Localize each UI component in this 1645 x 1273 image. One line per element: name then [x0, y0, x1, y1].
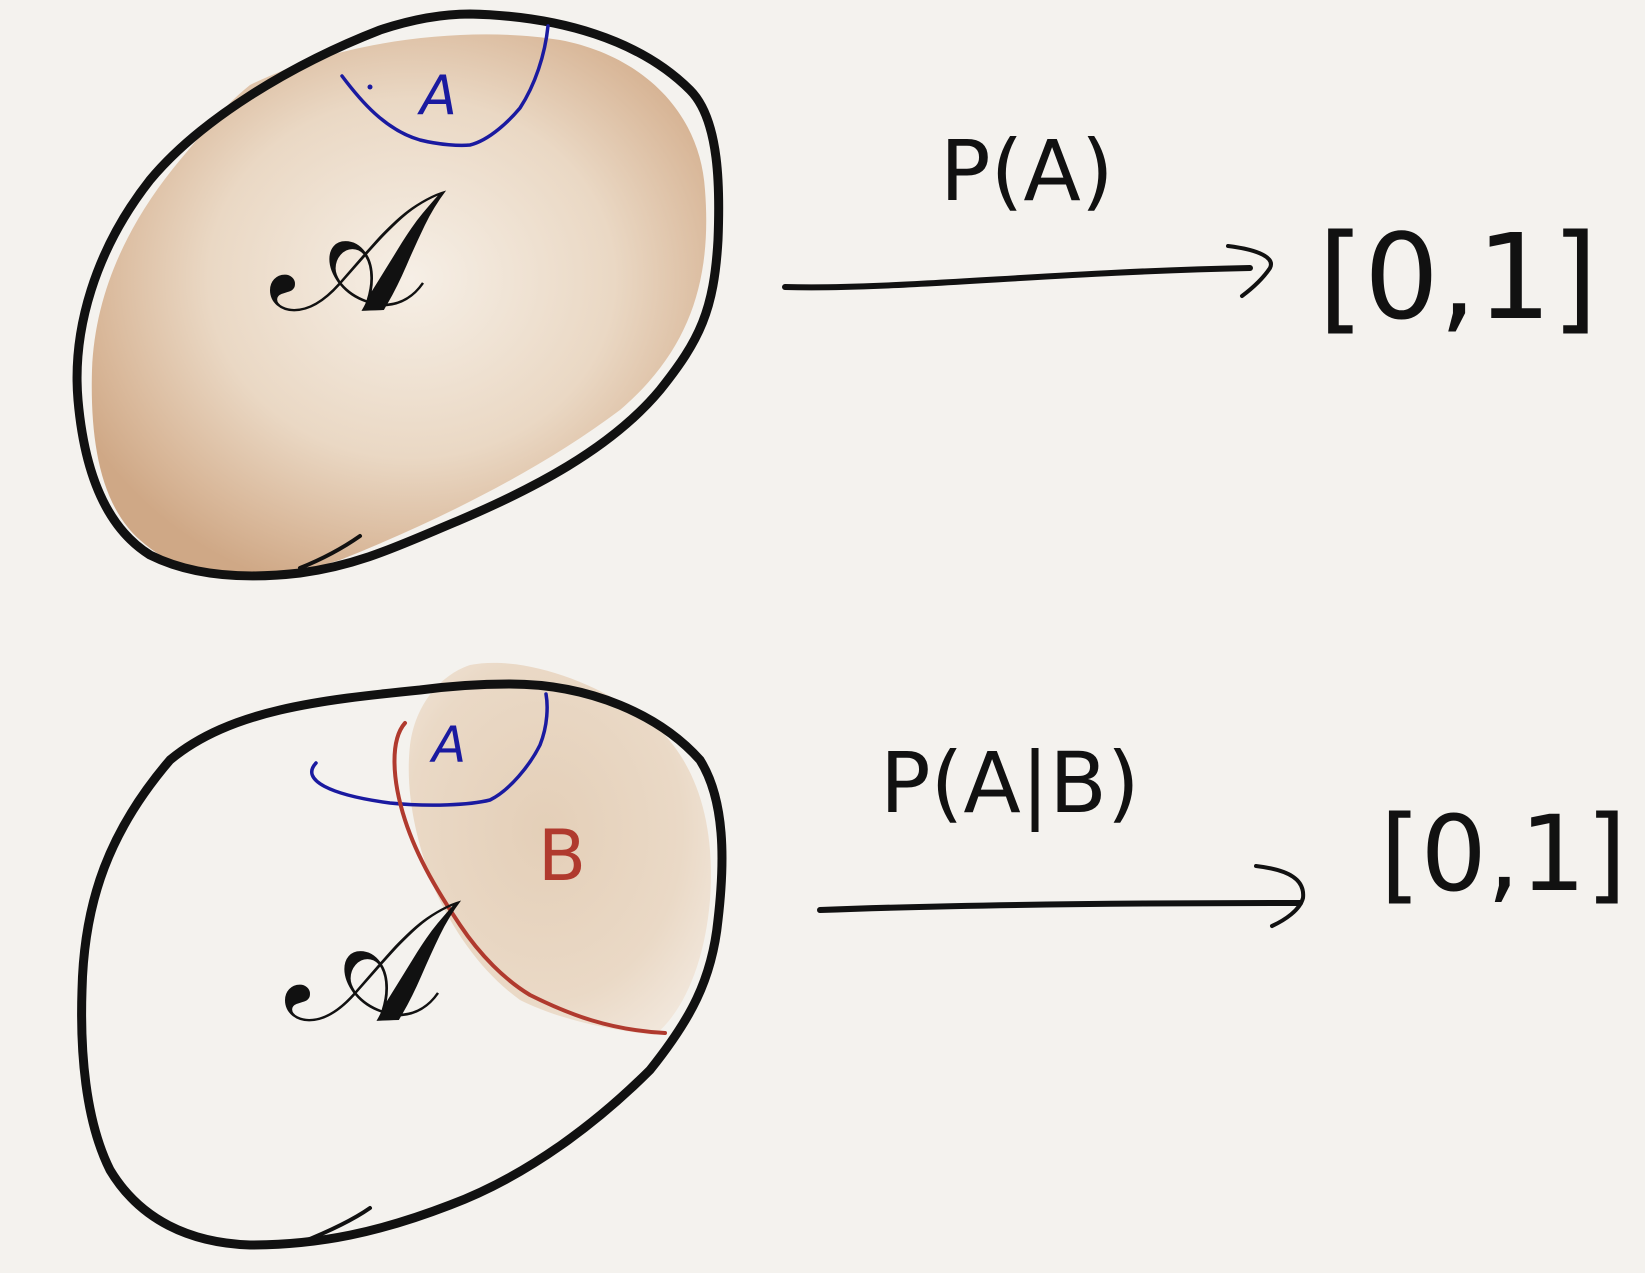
mapping-label: P(A) — [940, 122, 1114, 220]
event-a-boundary — [340, 24, 550, 148]
condition-b-label: B — [538, 815, 586, 897]
condition-b-boundary — [392, 721, 667, 1035]
codomain-label: [0,1] — [1380, 793, 1627, 915]
sample-space-outline — [72, 9, 724, 581]
sample-space-label: 𝒜 — [285, 863, 462, 1061]
sample-space-fill — [91, 34, 707, 577]
condition-b-fill — [408, 662, 711, 1035]
event-a-label: A — [429, 716, 466, 774]
mapping-arrow-shaft — [817, 900, 1303, 913]
diagram-unconditional: A 𝒜 P(A) [0,1] — [72, 9, 1598, 581]
mapping-arrow-head — [1226, 244, 1273, 298]
event-a-label: A — [417, 64, 457, 127]
mapping-arrow-shaft — [782, 265, 1253, 291]
mapping-label: P(A|B) — [880, 734, 1140, 832]
outline-tail — [298, 534, 362, 570]
sample-space-label: 𝒜 — [270, 153, 447, 351]
event-a-dot — [367, 84, 373, 90]
codomain-label: [0,1] — [1318, 208, 1598, 346]
sample-space-outline — [77, 679, 727, 1250]
outline-tail — [298, 1206, 372, 1245]
diagram-conditional: A B 𝒜 P(A|B) [0,1] — [77, 662, 1627, 1250]
event-a-boundary — [310, 692, 549, 807]
mapping-arrow-head — [1254, 864, 1306, 928]
